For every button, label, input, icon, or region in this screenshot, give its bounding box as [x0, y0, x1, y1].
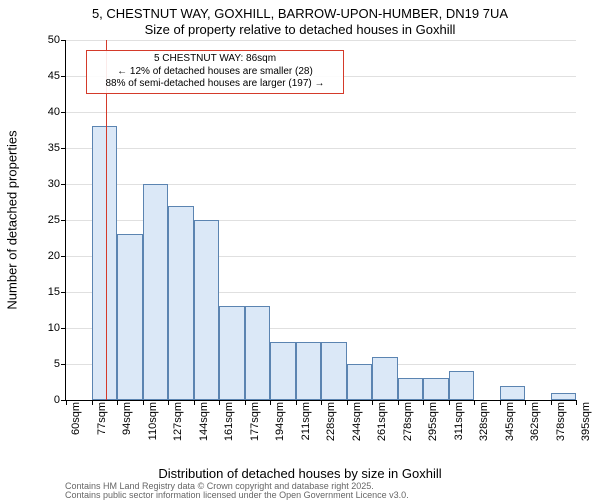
xtick-label: 77sqm: [96, 402, 108, 435]
xtick-mark: [551, 400, 552, 405]
xtick-mark: [398, 400, 399, 405]
histogram-bar: [321, 342, 347, 400]
ytick-label: 40: [30, 106, 60, 118]
histogram-bar: [168, 206, 194, 400]
chart-title-line1: 5, CHESTNUT WAY, GOXHILL, BARROW-UPON-HU…: [0, 6, 600, 21]
xtick-label: 94sqm: [121, 402, 133, 435]
xtick-label: 378sqm: [555, 402, 567, 441]
ytick-label: 35: [30, 142, 60, 154]
xtick-label: 194sqm: [274, 402, 286, 441]
histogram-bar: [347, 364, 373, 400]
xtick-mark: [168, 400, 169, 405]
y-axis-label: Number of detached properties: [5, 130, 20, 309]
xtick-mark: [423, 400, 424, 405]
callout-line: 88% of semi-detached houses are larger (…: [90, 78, 340, 91]
ytick-mark: [61, 40, 66, 41]
x-axis-label: Distribution of detached houses by size …: [0, 466, 600, 481]
footer-attribution: Contains HM Land Registry data © Crown c…: [65, 482, 409, 501]
histogram-bar: [92, 126, 118, 400]
xtick-label: 144sqm: [198, 402, 210, 441]
xtick-mark: [347, 400, 348, 405]
histogram-bar: [270, 342, 296, 400]
xtick-label: 244sqm: [351, 402, 363, 441]
histogram-bar: [398, 378, 424, 400]
ytick-mark: [61, 292, 66, 293]
ytick-mark: [61, 256, 66, 257]
gridline: [66, 148, 576, 149]
ytick-mark: [61, 328, 66, 329]
xtick-label: 60sqm: [70, 402, 82, 435]
xtick-label: 127sqm: [172, 402, 184, 441]
histogram-bar: [143, 184, 169, 400]
plot-area: 5 CHESTNUT WAY: 86sqm← 12% of detached h…: [65, 40, 576, 401]
xtick-label: 110sqm: [147, 402, 159, 440]
histogram-bar: [117, 234, 143, 400]
footer-line2: Contains public sector information licen…: [65, 491, 409, 500]
ytick-label: 5: [30, 358, 60, 370]
xtick-label: 395sqm: [580, 402, 592, 441]
xtick-mark: [219, 400, 220, 405]
chart-container: 5, CHESTNUT WAY, GOXHILL, BARROW-UPON-HU…: [0, 0, 600, 500]
ytick-label: 30: [30, 178, 60, 190]
histogram-bar: [219, 306, 245, 400]
xtick-mark: [143, 400, 144, 405]
xtick-label: 345sqm: [504, 402, 516, 441]
xtick-label: 311sqm: [453, 402, 465, 440]
callout-line: 5 CHESTNUT WAY: 86sqm: [90, 53, 340, 66]
xtick-label: 261sqm: [376, 402, 388, 441]
reference-line: [106, 40, 107, 400]
ytick-label: 50: [30, 34, 60, 46]
gridline: [66, 112, 576, 113]
xtick-label: 278sqm: [402, 402, 414, 441]
xtick-label: 228sqm: [325, 402, 337, 441]
ytick-mark: [61, 76, 66, 77]
histogram-bar: [372, 357, 398, 400]
histogram-bar: [245, 306, 271, 400]
xtick-mark: [372, 400, 373, 405]
ytick-mark: [61, 148, 66, 149]
histogram-bar: [423, 378, 449, 400]
ytick-label: 0: [30, 394, 60, 406]
chart-title-line2: Size of property relative to detached ho…: [0, 22, 600, 37]
xtick-mark: [500, 400, 501, 405]
ytick-label: 20: [30, 250, 60, 262]
ytick-mark: [61, 112, 66, 113]
histogram-bar: [449, 371, 475, 400]
histogram-bar: [551, 393, 577, 400]
xtick-mark: [245, 400, 246, 405]
xtick-mark: [194, 400, 195, 405]
histogram-bar: [194, 220, 220, 400]
xtick-mark: [270, 400, 271, 405]
xtick-label: 211sqm: [300, 402, 312, 440]
xtick-mark: [321, 400, 322, 405]
ytick-label: 45: [30, 70, 60, 82]
xtick-label: 295sqm: [427, 402, 439, 441]
xtick-label: 328sqm: [478, 402, 490, 441]
ytick-mark: [61, 220, 66, 221]
ytick-label: 10: [30, 322, 60, 334]
histogram-bar: [500, 386, 526, 400]
xtick-mark: [576, 400, 577, 405]
xtick-mark: [474, 400, 475, 405]
xtick-mark: [525, 400, 526, 405]
ytick-mark: [61, 364, 66, 365]
callout-line: ← 12% of detached houses are smaller (28…: [90, 66, 340, 79]
callout-box: 5 CHESTNUT WAY: 86sqm← 12% of detached h…: [86, 50, 344, 94]
xtick-mark: [66, 400, 67, 405]
xtick-label: 177sqm: [249, 402, 261, 441]
ytick-label: 15: [30, 286, 60, 298]
ytick-mark: [61, 184, 66, 185]
xtick-mark: [92, 400, 93, 405]
ytick-label: 25: [30, 214, 60, 226]
histogram-bar: [296, 342, 322, 400]
gridline: [66, 40, 576, 41]
xtick-mark: [117, 400, 118, 405]
xtick-label: 362sqm: [529, 402, 541, 441]
xtick-label: 161sqm: [223, 402, 235, 441]
xtick-mark: [296, 400, 297, 405]
xtick-mark: [449, 400, 450, 405]
